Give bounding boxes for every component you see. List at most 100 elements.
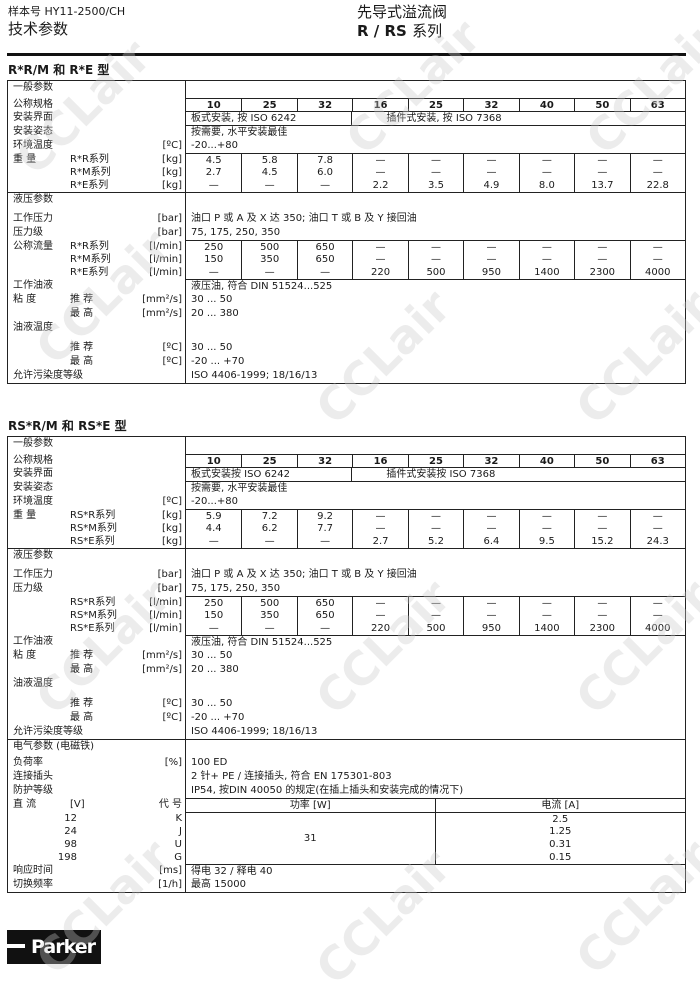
table-cell: 32 [463, 454, 519, 468]
voltage-value: 24 [64, 826, 77, 837]
row-label: 粘 度 推 荐 [mm²/s] [8, 649, 186, 663]
voltage-row-label: 198 G [8, 851, 186, 864]
table-cell: — [629, 609, 685, 622]
current-value: 2.5 [435, 812, 685, 825]
value-cell: 75, 175, 250, 350 [191, 227, 281, 238]
table-cell: 500 [407, 622, 463, 635]
table-row: 粘 度 推 荐 [mm²/s] 30 ... 50 [8, 293, 685, 307]
table-cell: 63 [629, 98, 685, 112]
table-cell: 32 [463, 98, 519, 112]
param-sub: RS*M系列 [70, 610, 117, 621]
row-label: RS*R系列 [l/min] [8, 596, 186, 610]
table-row: RS*E系列 [l/min] — — —220 500 950 1400 2300 4000 [8, 622, 685, 635]
product-title: 先导式溢流阀 [357, 3, 448, 21]
value-cell: -20...+80 [191, 140, 238, 151]
table-row: 允许污染度等级 ISO 4406-1999; 18/16/13 [8, 725, 685, 739]
table-row: 连接插头 2 针+ PE / 连接插头, 符合 EN 175301-803 [8, 770, 685, 784]
value-cell: 30 ... 50 [191, 294, 233, 305]
param-unit: [l/min] [149, 623, 182, 634]
row-label: 最 高 [mm²/s] [8, 663, 186, 677]
row-label: RS*M系列 [l/min] [8, 609, 186, 622]
row-label: 液压参数 [8, 548, 186, 568]
param-unit: [mm²/s] [142, 294, 182, 305]
value-cell: 100 ED [191, 757, 228, 768]
param-unit: [ºC] [162, 496, 183, 507]
param-sub: RS*E系列 [70, 623, 115, 634]
param-sub: R*R系列 [70, 241, 109, 252]
table-cell: — [518, 153, 575, 167]
param-sub: 推 荐 [70, 294, 94, 305]
table-cell: — [629, 153, 685, 167]
header-rule [7, 53, 686, 56]
table-cell: — [241, 622, 296, 635]
table-cell: — [629, 253, 685, 266]
table-cell: 4.5 [186, 153, 242, 167]
table-cell: 6.2 [241, 522, 296, 535]
table-cell: 63 [629, 454, 685, 468]
param-sub: R*E系列 [70, 180, 109, 191]
row-label: 允许污染度等级 [8, 725, 186, 739]
table-row: RS*M系列 [kg] 4.4 6.2 7.7— — — — — — [8, 522, 685, 535]
table-cell: — [463, 166, 518, 179]
table-cell: 150 [204, 254, 224, 265]
param-unit: [ºC] [162, 712, 183, 723]
row-label: 油液温度 [8, 677, 186, 697]
param-unit: [kg] [162, 180, 182, 191]
voltage-value: 198 [57, 852, 77, 863]
value-cell: 按需要, 水平安装最佳 [186, 125, 685, 139]
param-unit: 代 号 [158, 799, 182, 810]
table-cell: — [574, 522, 629, 535]
span-cell: 插件式安装, 按 ISO 7368 [352, 111, 685, 125]
table-cell: — [208, 180, 219, 191]
table-cell: 500 [241, 240, 297, 254]
spec-table-rs: 一般参数 公称规格 10 25 32 16 25 32 40 50 63 安装界面 板式安装按 ISO … [7, 436, 686, 893]
param-name: 粘 度 [13, 294, 37, 305]
table-cell: — [352, 609, 407, 622]
current-header: 电流 [A] [435, 798, 685, 812]
table-cell: — [574, 153, 630, 167]
param-sub: R*E系列 [70, 267, 109, 278]
row-label: R*E系列 [kg] [8, 179, 186, 192]
empty-cell [186, 739, 685, 756]
row-label: R*M系列 [l/min] [8, 253, 186, 266]
table-cell: 2300 [574, 266, 629, 279]
table-row: 工作压力 [bar] 油口 P 或 A 及 X 达 350; 油口 T 或 B 及 … [8, 568, 685, 582]
table-row: 安装界面 板式安装, 按 ISO 6242 插件式安装, 按 ISO 7368 [8, 111, 685, 125]
table-cell: 1400 [518, 266, 574, 279]
param-sub: 最 高 [70, 712, 94, 723]
table-row: 负荷率 [%] 100 ED [8, 756, 685, 770]
param-name: 工作油液 [13, 280, 53, 291]
table-cell: 7.8 [296, 153, 353, 167]
row-label: 最 高 [mm²/s] [8, 307, 186, 321]
table-cell: — [241, 535, 296, 548]
value-cell: -20 ... +70 [191, 356, 245, 367]
voltage-row-label: 12 K [8, 812, 186, 825]
param-name: 负荷率 [13, 757, 43, 768]
table-row: 推 荐 [ºC] 30 ... 50 [8, 341, 685, 355]
table-cell: 650 [296, 609, 352, 622]
table-cell: 10 [186, 98, 242, 112]
row-label: 重 量 RS*R系列 [kg] [8, 509, 186, 523]
row-label: 环境温度 [ºC] [8, 495, 186, 509]
param-unit: [%] [164, 757, 182, 768]
table-cell: 250 [186, 240, 242, 254]
table-cell: — [296, 266, 352, 279]
row-label: 最 高 [ºC] [8, 711, 186, 725]
row-label: 允许污染度等级 [8, 369, 186, 383]
table-cell: — [296, 179, 352, 192]
voltage-row-label: 98 U [8, 838, 186, 851]
table-cell: 25 [407, 98, 464, 112]
table-cell: — [407, 522, 463, 535]
table-row: RS*R系列 [l/min] 250 500 650— — — — — — [8, 596, 685, 610]
current-value: 0.15 [549, 852, 572, 863]
table-row: 重 量 RS*R系列 [kg] 5.9 7.2 9.2— — — — — — [8, 509, 685, 523]
table-cell: 50 [574, 98, 630, 112]
param-name: 允许污染度等级 [13, 370, 83, 381]
table-cell: — [463, 522, 518, 535]
table-cell: 4.5 [241, 166, 296, 179]
table-cell: 2.2 [352, 179, 407, 192]
series-suffix: 系列 [412, 22, 443, 40]
param-name: 直 流 [13, 799, 37, 810]
row-label: 安装姿态 [8, 125, 186, 139]
table-row: 最 高 [ºC] -20 ... +70 [8, 711, 685, 725]
